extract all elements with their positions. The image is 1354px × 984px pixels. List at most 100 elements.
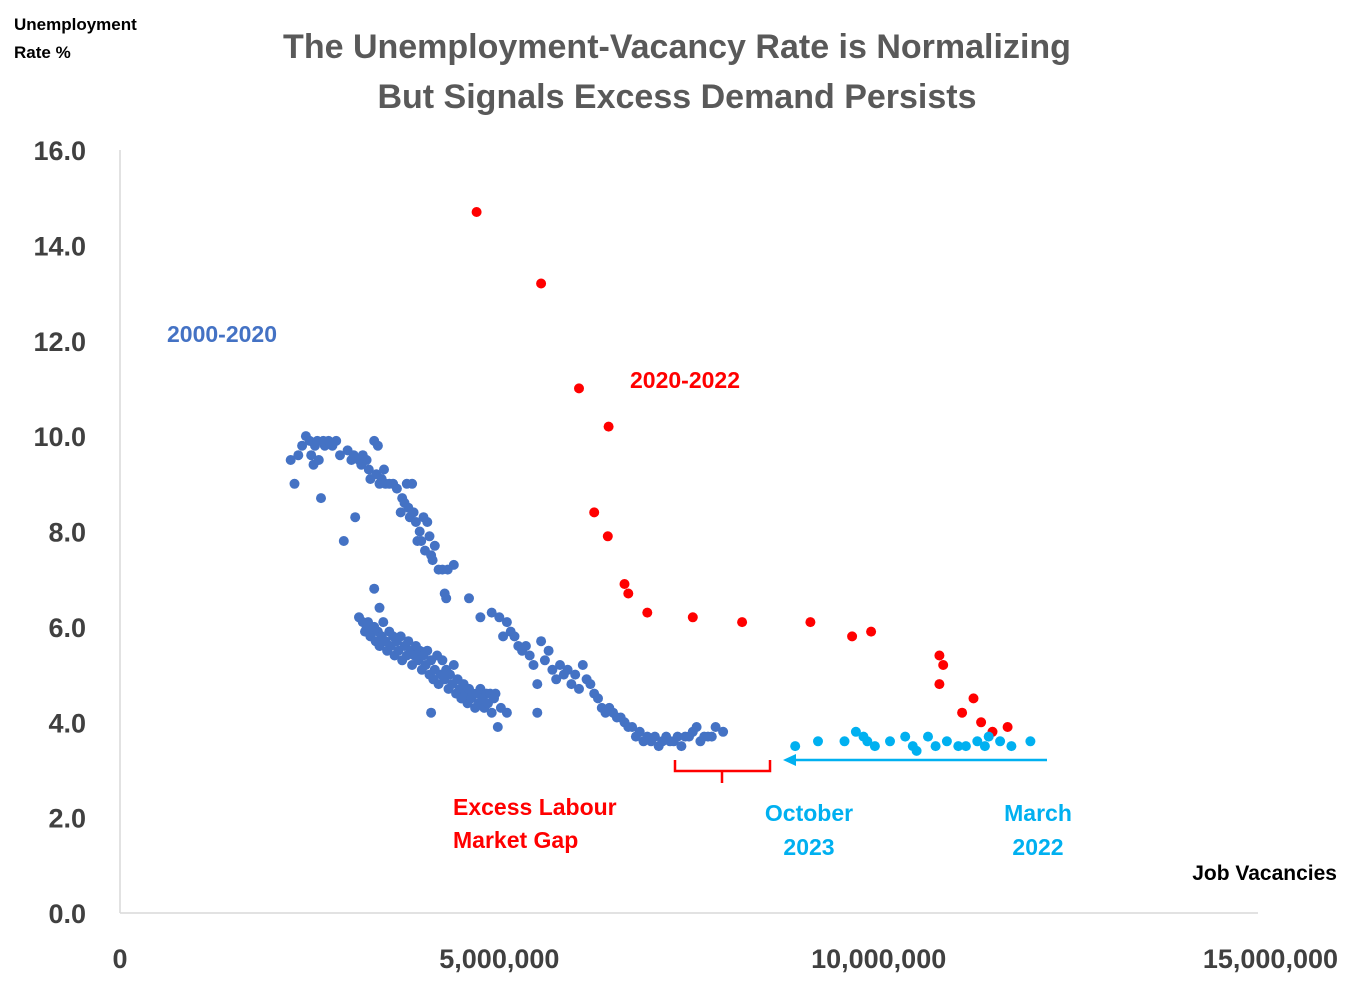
data-point bbox=[602, 531, 613, 542]
data-point bbox=[520, 641, 531, 651]
data-point bbox=[306, 450, 317, 461]
data-point bbox=[424, 531, 435, 542]
annotation-2020-2022: 2020-2022 bbox=[630, 367, 740, 393]
gap-arrow-head bbox=[783, 754, 796, 766]
data-point bbox=[539, 655, 550, 666]
data-point bbox=[369, 583, 380, 594]
data-point bbox=[737, 617, 748, 628]
data-point bbox=[850, 726, 861, 737]
data-point bbox=[589, 507, 600, 518]
data-point bbox=[805, 617, 816, 628]
annotation-excess-gap-line-1: Excess Labour bbox=[453, 794, 617, 820]
data-point bbox=[976, 717, 987, 728]
data-point bbox=[623, 588, 634, 599]
y-tick-label: 12.0 bbox=[33, 327, 86, 357]
data-point bbox=[551, 674, 562, 685]
data-point bbox=[313, 455, 324, 465]
data-point bbox=[297, 440, 308, 451]
data-point bbox=[706, 731, 717, 742]
data-point bbox=[338, 536, 349, 546]
y-axis-title-line-1: Unemployment bbox=[14, 15, 137, 34]
annotation-march-line-1: March bbox=[1004, 800, 1072, 826]
annotation-october-line-2: 2023 bbox=[783, 834, 834, 860]
y-axis-title-line-2: Rate % bbox=[14, 43, 71, 62]
data-point bbox=[934, 679, 945, 690]
data-point bbox=[289, 478, 300, 489]
data-point bbox=[379, 464, 389, 475]
annotation-october-line-1: October bbox=[765, 800, 853, 826]
data-point bbox=[293, 450, 304, 461]
x-tick-label: 15,000,000 bbox=[1203, 944, 1338, 974]
data-point bbox=[414, 526, 425, 537]
data-point bbox=[634, 726, 645, 737]
data-point bbox=[448, 660, 459, 670]
data-point bbox=[866, 626, 877, 637]
data-point bbox=[957, 707, 968, 718]
data-point bbox=[562, 664, 573, 675]
data-point bbox=[532, 707, 543, 718]
chart-title-line-2: But Signals Excess Demand Persists bbox=[377, 78, 976, 116]
data-point bbox=[437, 655, 448, 666]
data-point bbox=[547, 664, 558, 675]
data-point bbox=[869, 741, 880, 752]
data-point bbox=[960, 741, 971, 752]
data-point bbox=[427, 555, 438, 566]
data-point bbox=[574, 383, 584, 394]
data-point bbox=[509, 631, 520, 642]
data-point bbox=[395, 631, 406, 642]
data-point bbox=[676, 741, 687, 752]
data-point bbox=[471, 207, 482, 217]
data-point bbox=[498, 631, 509, 642]
data-point bbox=[422, 645, 433, 656]
data-point bbox=[574, 683, 584, 694]
data-points bbox=[285, 207, 1036, 756]
data-point bbox=[934, 650, 945, 661]
x-axis-title: Job Vacancies bbox=[1192, 862, 1337, 885]
x-tick-label: 5,000,000 bbox=[439, 944, 559, 974]
data-point bbox=[710, 722, 721, 732]
data-point bbox=[847, 631, 858, 642]
data-point bbox=[972, 736, 983, 747]
data-point bbox=[331, 435, 342, 446]
data-point bbox=[941, 736, 952, 747]
data-point bbox=[813, 736, 823, 747]
data-point bbox=[285, 455, 296, 465]
data-point bbox=[410, 517, 421, 527]
data-point bbox=[593, 693, 603, 704]
y-tick-label: 4.0 bbox=[48, 708, 86, 738]
data-point bbox=[687, 612, 698, 623]
data-point bbox=[790, 741, 801, 752]
x-axis-ticks: 0 5,000,000 10,000,000 15,000,000 bbox=[112, 944, 1338, 974]
x-tick-label: 10,000,000 bbox=[811, 944, 946, 974]
y-tick-label: 14.0 bbox=[33, 231, 86, 261]
data-point bbox=[911, 745, 922, 756]
data-point bbox=[672, 731, 683, 742]
data-point bbox=[372, 440, 383, 451]
data-point bbox=[930, 741, 941, 752]
annotation-march-line-2: 2022 bbox=[1012, 834, 1063, 860]
y-tick-label: 8.0 bbox=[48, 518, 86, 548]
data-point bbox=[528, 660, 539, 670]
data-point bbox=[408, 507, 419, 518]
data-point bbox=[566, 679, 577, 690]
data-point bbox=[603, 421, 614, 432]
y-axis-ticks: 0.0 2.0 4.0 6.0 8.0 10.0 12.0 14.0 16.0 bbox=[33, 136, 86, 929]
data-point bbox=[350, 512, 361, 523]
data-point bbox=[441, 593, 452, 604]
chart-title-line-1: The Unemployment-Vacancy Rate is Normali… bbox=[283, 28, 1071, 66]
data-point bbox=[536, 278, 547, 289]
data-point bbox=[426, 707, 437, 718]
data-point bbox=[585, 679, 596, 690]
data-point bbox=[1002, 722, 1013, 732]
data-point bbox=[938, 660, 949, 670]
data-point bbox=[900, 731, 911, 742]
data-point bbox=[691, 722, 702, 732]
data-point bbox=[486, 607, 497, 618]
data-point bbox=[983, 731, 994, 742]
data-point bbox=[335, 450, 345, 461]
data-point bbox=[475, 612, 486, 623]
data-point bbox=[862, 736, 873, 747]
data-point bbox=[532, 679, 543, 690]
data-point bbox=[1006, 741, 1017, 752]
data-point bbox=[536, 636, 547, 647]
